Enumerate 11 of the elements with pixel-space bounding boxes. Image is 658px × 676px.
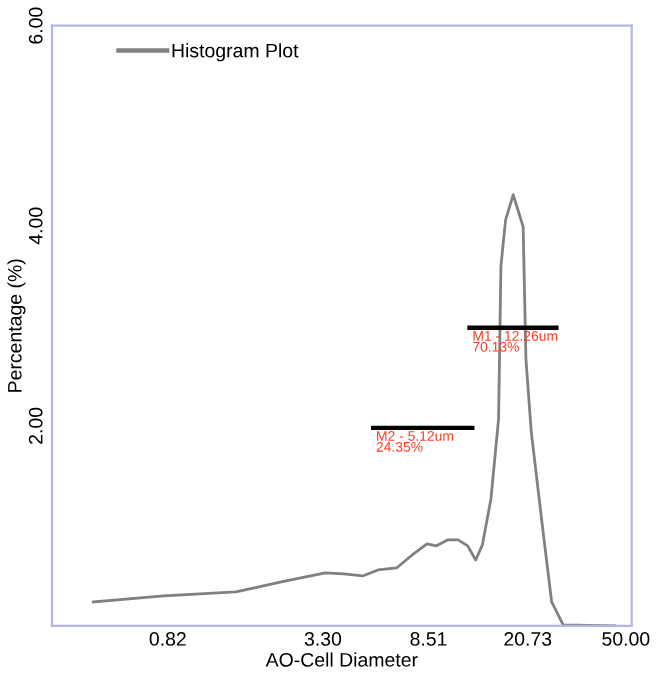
y-tick-label: 4.00	[28, 207, 43, 245]
legend-label: Histogram Plot	[172, 43, 299, 62]
y-tick-label: 6.00	[28, 7, 43, 44]
y-tick-label: 2.00	[28, 407, 43, 444]
x-tick-label: 8.51	[410, 632, 447, 646]
x-axis-title: AO-Cell Diameter	[265, 652, 418, 667]
y-axis-title: Percentage (%)	[7, 259, 26, 392]
x-tick-label: 3.30	[304, 632, 342, 646]
x-tick-label: 0.82	[149, 632, 186, 646]
x-tick-label: 20.73	[504, 632, 552, 646]
x-tick-label: 50.00	[602, 632, 650, 646]
